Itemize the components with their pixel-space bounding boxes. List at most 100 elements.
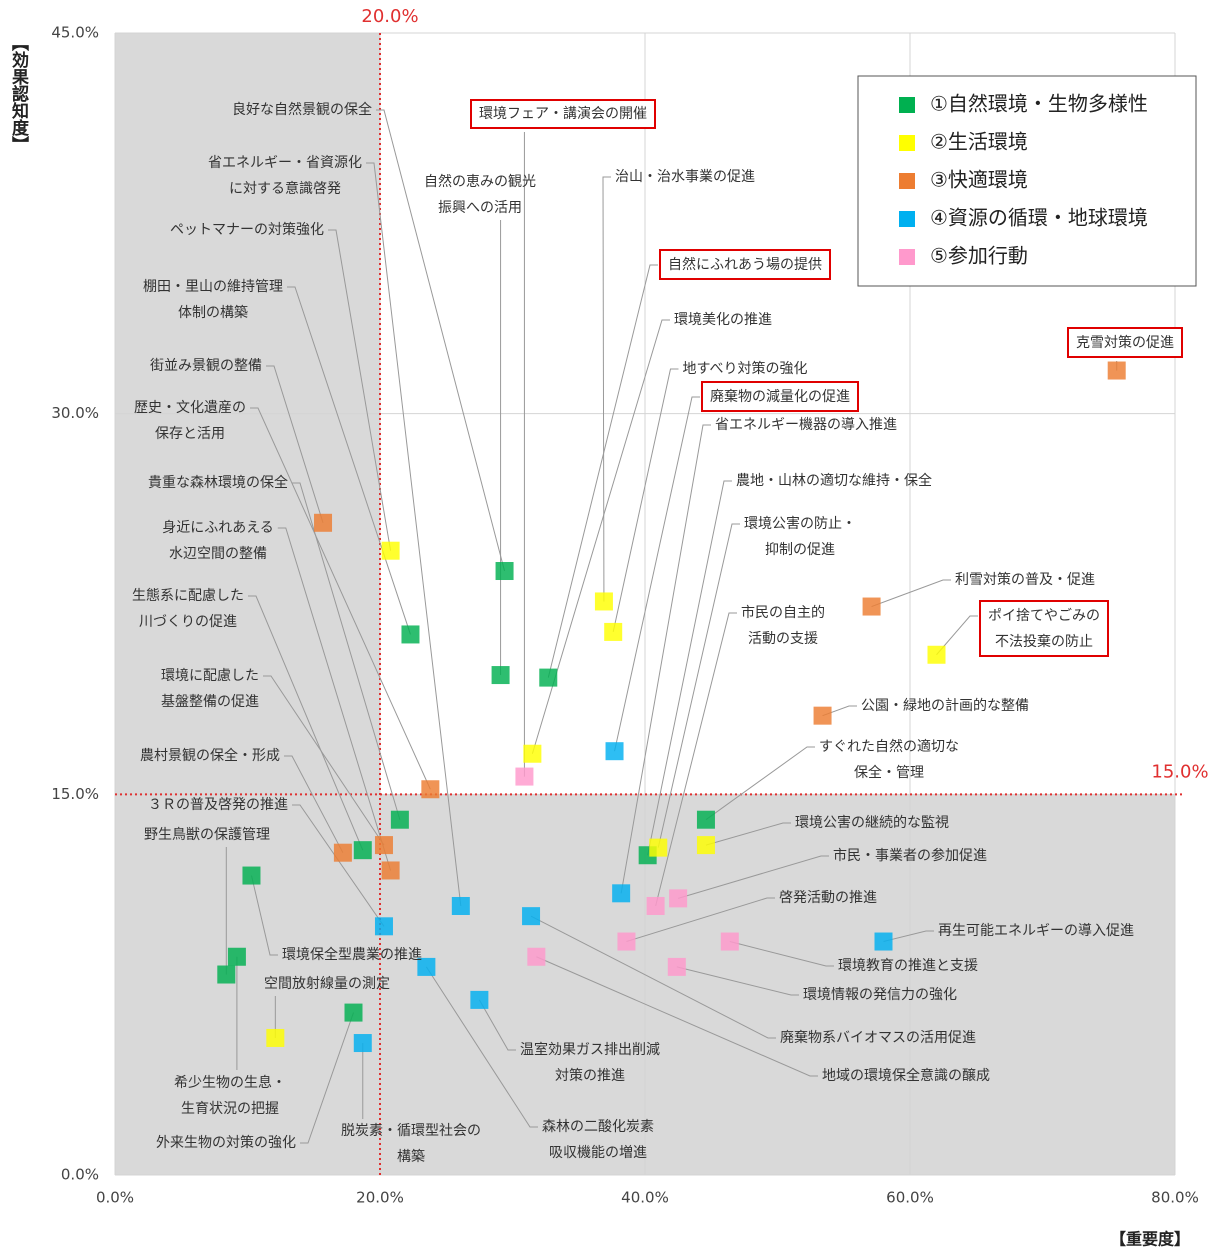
point bbox=[266, 1028, 285, 1047]
point-label: 川づくりの促進 bbox=[139, 614, 237, 630]
point-label: すぐれた自然の適切な bbox=[819, 738, 959, 755]
point-label: 農地・山林の適切な維持・保全 bbox=[736, 472, 932, 489]
point-label: に対する意識啓発 bbox=[229, 180, 341, 197]
point-label: 公園・緑地の計画的な整備 bbox=[861, 698, 1029, 714]
point-label: 市民・事業者の参加促進 bbox=[833, 847, 987, 864]
point-label: 廃棄物の減量化の促進 bbox=[710, 388, 850, 405]
point bbox=[401, 625, 420, 644]
point bbox=[495, 562, 514, 581]
point-label: 歴史・文化遺産の bbox=[134, 400, 246, 416]
point bbox=[649, 838, 668, 857]
point bbox=[451, 896, 470, 915]
threshold-x-label: 20.0% bbox=[361, 6, 418, 27]
point-label: 環境に配慮した bbox=[161, 668, 259, 684]
point-label: 基盤整備の促進 bbox=[161, 693, 259, 710]
point bbox=[604, 622, 623, 641]
point bbox=[612, 884, 631, 903]
point-label: 農村景観の保全・形成 bbox=[140, 747, 280, 764]
leader-line bbox=[250, 407, 431, 790]
point-label: 脱炭素・循環型社会の bbox=[341, 1123, 481, 1139]
point-label: 生態系に配慮した bbox=[132, 588, 244, 604]
point-label: 野生鳥獣の保護管理 bbox=[144, 827, 270, 843]
point-label: 省エネルギー機器の導入推進 bbox=[715, 417, 897, 433]
point-label: 振興への活用 bbox=[438, 200, 522, 216]
point-label: 環境フェア・講演会の開催 bbox=[479, 106, 647, 122]
point bbox=[374, 836, 393, 855]
legend-label: ②生活環境 bbox=[930, 130, 1028, 154]
leader-line bbox=[248, 595, 364, 851]
point bbox=[314, 513, 333, 532]
point-label: 利雪対策の普及・促進 bbox=[955, 571, 1095, 588]
point-label: 環境情報の発信力の強化 bbox=[803, 987, 957, 1003]
leader-line bbox=[531, 319, 670, 754]
x-axis-title: 【重要度】 bbox=[1110, 1230, 1190, 1249]
y-tick-label: 30.0% bbox=[51, 404, 99, 422]
legend-label: ⑤参加行動 bbox=[930, 244, 1028, 268]
leader-line bbox=[478, 999, 516, 1051]
legend-marker bbox=[899, 97, 915, 113]
leader-line bbox=[657, 523, 740, 848]
legend-marker bbox=[899, 249, 915, 265]
point bbox=[605, 742, 624, 761]
point bbox=[813, 706, 832, 725]
legend-label: ①自然環境・生物多様性 bbox=[930, 92, 1148, 116]
point-label: 空間放射線量の測定 bbox=[264, 976, 390, 992]
point-label: 身近にふれあえる bbox=[162, 520, 274, 536]
leader-line bbox=[284, 755, 344, 853]
x-tick-label: 20.0% bbox=[356, 1189, 404, 1207]
point-label: 保存と活用 bbox=[155, 426, 225, 442]
leader-line bbox=[328, 229, 392, 551]
point bbox=[720, 932, 739, 951]
point-label: 廃棄物系バイオマスの活用促進 bbox=[780, 1029, 976, 1046]
leaders bbox=[225, 109, 1118, 1144]
point bbox=[874, 932, 893, 951]
point bbox=[927, 645, 946, 664]
label-box bbox=[1067, 327, 1183, 358]
point bbox=[696, 810, 715, 829]
leader-line bbox=[602, 176, 611, 602]
leader-line bbox=[287, 286, 411, 635]
legend: ①自然環境・生物多様性 ②生活環境 ③快適環境 ④資源の循環・地球環境 ⑤参加行動 bbox=[857, 75, 1197, 287]
leader-line bbox=[292, 482, 401, 820]
leader-line bbox=[376, 109, 506, 572]
legend-marker bbox=[899, 135, 915, 151]
point-label: 抑制の促進 bbox=[765, 542, 835, 558]
point bbox=[390, 810, 409, 829]
point bbox=[667, 957, 686, 976]
point-label: 省エネルギー・省資源化 bbox=[208, 155, 362, 171]
point-label: 不法投棄の防止 bbox=[995, 634, 1093, 650]
leader-line bbox=[620, 424, 711, 894]
leader-line bbox=[547, 264, 658, 678]
y-tick-label: 15.0% bbox=[51, 785, 99, 803]
leader-line bbox=[871, 579, 951, 608]
leader-line bbox=[677, 855, 829, 899]
point-label: 生育状況の把握 bbox=[181, 1101, 279, 1117]
point bbox=[1107, 361, 1126, 380]
leader-line bbox=[263, 675, 385, 846]
threshold-y-label: 15.0% bbox=[1151, 761, 1208, 782]
point-label: ポイ捨てやごみの bbox=[988, 607, 1100, 624]
point-label: 啓発活動の推進 bbox=[779, 890, 877, 906]
point-label: 市民の自主的 bbox=[741, 604, 825, 621]
point bbox=[617, 932, 636, 951]
leader-line bbox=[729, 941, 834, 967]
leader-line bbox=[612, 368, 679, 633]
point-label: ペットマナーの対策強化 bbox=[170, 221, 324, 238]
point bbox=[539, 668, 558, 687]
y-axis-title: 【効果認知度】 bbox=[8, 34, 30, 153]
label-box bbox=[701, 381, 859, 412]
leader-line bbox=[676, 966, 799, 996]
point bbox=[344, 1003, 363, 1022]
leader-line bbox=[647, 480, 732, 856]
point-label: 外来生物の対策の強化 bbox=[156, 1134, 296, 1151]
leader-line bbox=[936, 615, 978, 656]
point bbox=[353, 841, 372, 860]
y-tick-label: 0.0% bbox=[61, 1166, 99, 1184]
point bbox=[227, 947, 246, 966]
point-label: 環境保全型農業の推進 bbox=[282, 946, 422, 963]
y-tick-label: 45.0% bbox=[51, 24, 99, 42]
point bbox=[523, 744, 542, 763]
leader-line bbox=[883, 930, 934, 943]
